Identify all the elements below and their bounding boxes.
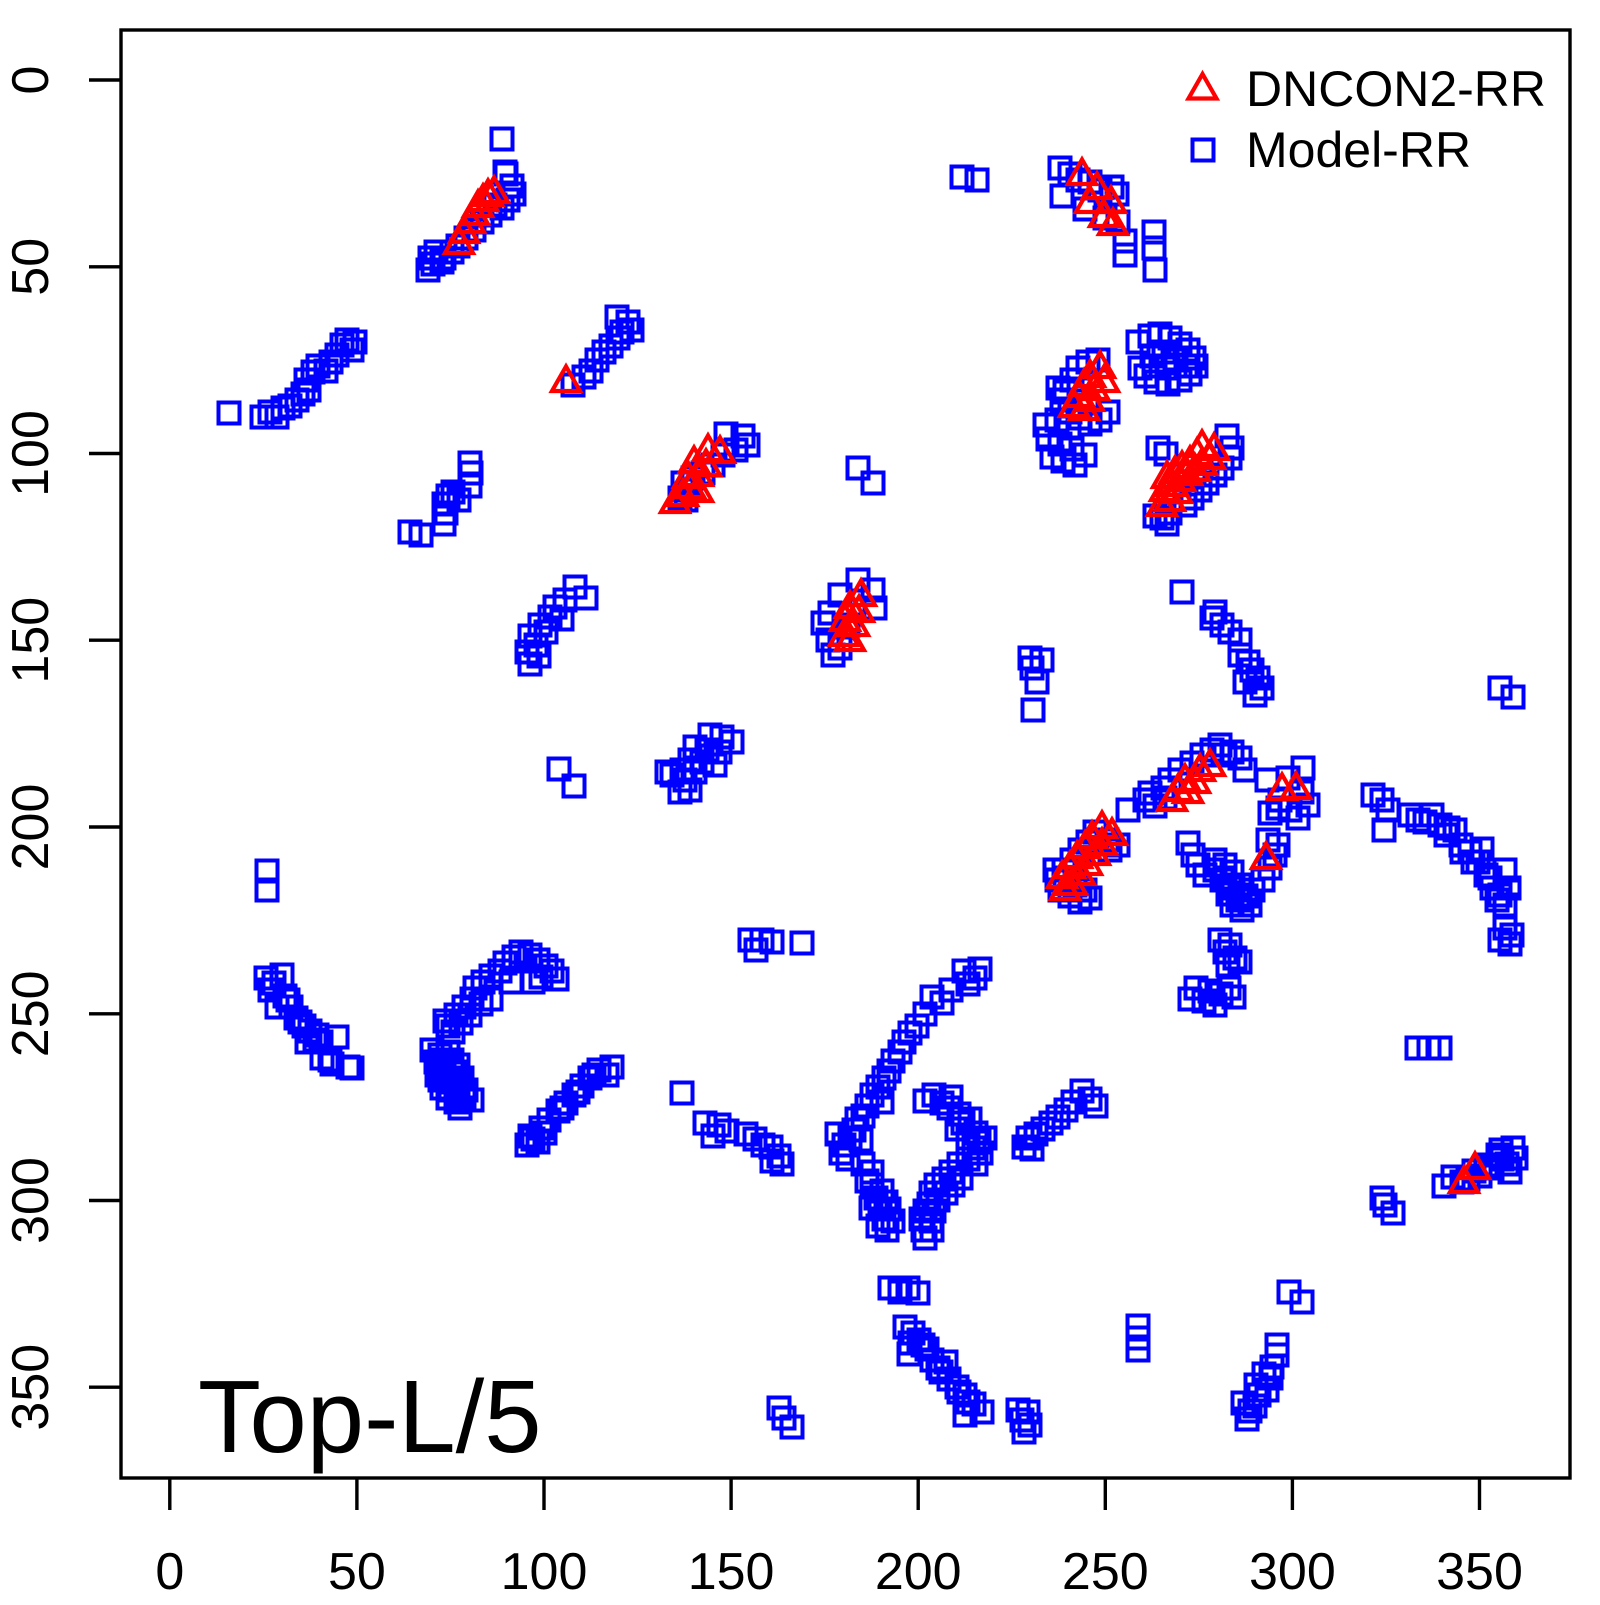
svg-text:300: 300 [1249, 1543, 1336, 1600]
svg-text:100: 100 [2, 410, 60, 497]
svg-text:250: 250 [2, 970, 60, 1057]
svg-text:250: 250 [1062, 1543, 1149, 1600]
svg-text:200: 200 [2, 784, 60, 871]
svg-text:350: 350 [1436, 1543, 1523, 1600]
svg-text:Model-RR: Model-RR [1246, 122, 1471, 178]
svg-text:150: 150 [688, 1543, 775, 1600]
svg-text:150: 150 [2, 597, 60, 684]
svg-text:50: 50 [328, 1543, 386, 1600]
svg-text:0: 0 [155, 1543, 184, 1600]
svg-text:0: 0 [2, 66, 60, 95]
svg-text:200: 200 [875, 1543, 962, 1600]
svg-text:50: 50 [2, 238, 60, 296]
svg-text:Top-L/5: Top-L/5 [198, 1359, 542, 1474]
svg-text:DNCON2-RR: DNCON2-RR [1246, 61, 1546, 117]
svg-text:100: 100 [501, 1543, 588, 1600]
svg-text:300: 300 [2, 1157, 60, 1244]
svg-text:350: 350 [2, 1344, 60, 1431]
